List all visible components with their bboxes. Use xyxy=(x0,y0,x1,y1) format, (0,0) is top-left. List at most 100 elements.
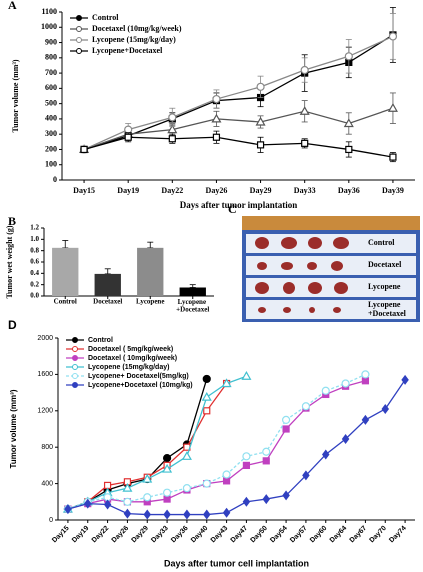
marker xyxy=(168,113,177,122)
marker xyxy=(163,495,171,503)
marker xyxy=(299,106,310,115)
x-tick-label: Day29 xyxy=(130,525,150,545)
legend-swatch xyxy=(76,37,82,43)
marker xyxy=(241,371,252,380)
x-tick-label: Day64 xyxy=(329,525,349,545)
series-line xyxy=(67,380,366,510)
y-tick-label: 0.2 xyxy=(30,280,39,288)
marker xyxy=(124,125,133,134)
x-tick-label: Day33 xyxy=(150,525,170,545)
tumor xyxy=(255,282,269,294)
row-label: Lycopene +Docetaxel xyxy=(368,300,407,318)
marker xyxy=(143,493,152,502)
y-axis-title: Tumor volume (mm³) xyxy=(9,389,18,468)
photo-strip xyxy=(246,256,416,275)
legend-label: Control xyxy=(88,337,113,344)
legend-swatch xyxy=(72,382,78,388)
marker xyxy=(361,414,370,425)
y-tick-label: 1.2 xyxy=(30,224,39,232)
chart-panel: A 0 100 200 300 400 500 600 700 800 900 1000 1100 Day… xyxy=(8,0,415,210)
marker xyxy=(302,470,310,481)
series-line xyxy=(83,107,394,151)
marker xyxy=(262,457,270,465)
marker xyxy=(344,52,353,61)
x-tick-label: Day19 xyxy=(117,186,139,195)
x-tick-label: Day40 xyxy=(190,525,210,545)
marker xyxy=(202,509,211,520)
marker xyxy=(256,141,265,149)
marker xyxy=(256,82,265,91)
y-tick-label: 2000 xyxy=(37,335,53,342)
marker xyxy=(222,507,231,518)
marker xyxy=(300,65,309,75)
tumor xyxy=(255,237,269,249)
marker xyxy=(345,145,353,154)
marker xyxy=(181,451,192,460)
row-label: Lycopene xyxy=(368,282,401,291)
ruler xyxy=(242,216,420,230)
marker xyxy=(242,461,251,469)
marker xyxy=(322,449,330,460)
legend-label: Lycopene+ Docetaxel(5mg/kg) xyxy=(88,373,189,380)
y-tick-label: 600 xyxy=(45,83,57,92)
marker xyxy=(343,118,354,128)
y-tick-label: 100 xyxy=(45,160,57,169)
marker xyxy=(143,509,152,520)
tumor xyxy=(283,307,291,313)
y-tick-label: 1.0 xyxy=(30,235,39,243)
tumor xyxy=(257,262,267,270)
tumor-photo xyxy=(242,216,420,322)
marker xyxy=(182,484,192,493)
y-tick-label: 500 xyxy=(45,98,57,107)
legend-swatch xyxy=(72,355,78,361)
marker xyxy=(123,508,132,519)
tumor xyxy=(309,307,315,313)
marker xyxy=(142,473,153,483)
tumor xyxy=(281,262,293,270)
marker xyxy=(201,391,212,401)
x-tick-label: Day43 xyxy=(210,525,230,545)
x-tick-label: Day36 xyxy=(338,186,360,195)
marker xyxy=(212,133,221,141)
x-tick-label: Day15 xyxy=(73,186,95,195)
marker xyxy=(162,463,173,473)
x-axis-title: Days after tumor cell implantation xyxy=(164,558,309,568)
marker xyxy=(388,32,398,41)
y-axis-title: Tumor volume (mm³) xyxy=(11,59,20,132)
legend-swatch xyxy=(72,337,78,343)
tumor xyxy=(283,282,295,294)
panel-label: D xyxy=(8,318,17,332)
marker xyxy=(103,499,112,510)
marker xyxy=(361,370,370,379)
marker xyxy=(242,496,251,507)
marker xyxy=(162,454,172,463)
legend-swatch xyxy=(72,346,78,352)
y-tick-label: 400 xyxy=(45,114,57,123)
marker xyxy=(80,145,88,154)
tumor xyxy=(308,237,322,249)
bar xyxy=(94,273,121,296)
x-tick-label: Day33 xyxy=(294,186,316,195)
marker xyxy=(262,447,271,456)
row-label: Control xyxy=(368,238,395,247)
marker xyxy=(183,509,191,520)
bar xyxy=(179,287,206,296)
bar xyxy=(137,247,164,296)
marker xyxy=(162,488,172,497)
legend-label: Lycopene+Docetaxel (10mg/kg) xyxy=(88,382,193,389)
series-line xyxy=(83,136,394,158)
marker xyxy=(202,479,211,488)
marker xyxy=(203,407,211,415)
x-tick-label: Day29 xyxy=(250,186,272,195)
marker xyxy=(321,386,330,395)
marker xyxy=(301,402,311,411)
marker xyxy=(301,139,309,147)
panel-label: B xyxy=(8,214,16,228)
y-tick-label: 800 xyxy=(41,444,53,451)
legend-label: Lycopene (15mg/kg/day) xyxy=(92,35,176,44)
x-axis-title: Days after tumor implantation xyxy=(180,200,297,210)
text-line: +Docetaxel xyxy=(176,305,209,313)
series-line xyxy=(67,375,247,510)
x-tick-label: Docetaxel xyxy=(93,298,122,306)
